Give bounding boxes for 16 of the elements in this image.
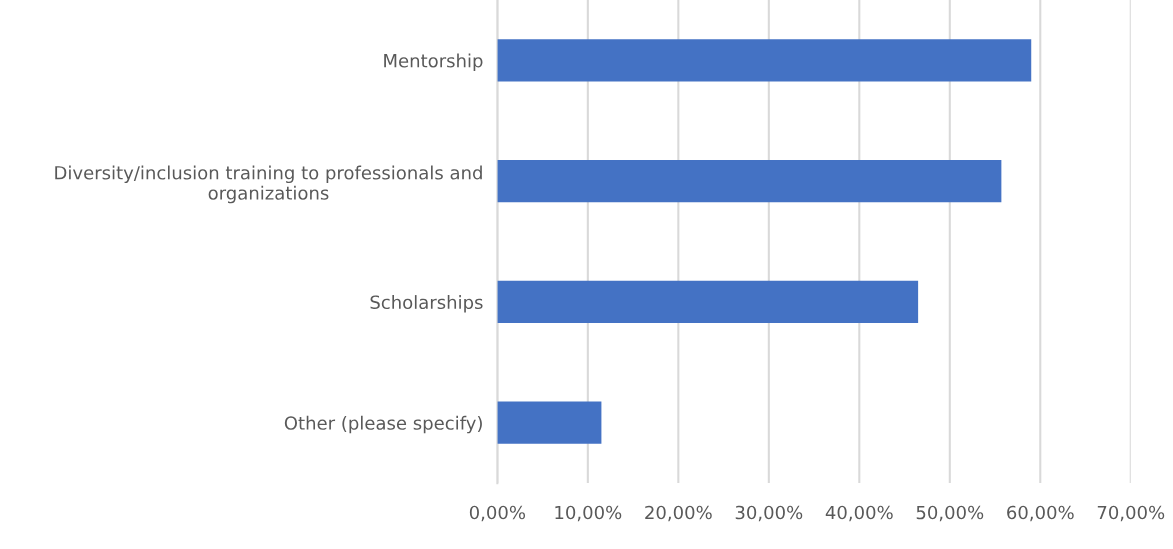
- x-tick-label: 50,00%: [916, 505, 984, 522]
- y-tick-label: Diversity/inclusion training to professionals and organizations: [55, 165, 482, 204]
- x-tick-label: 10,00%: [555, 505, 622, 522]
- y-tick-label: Scholarships: [370, 295, 483, 313]
- x-tick-label: 60,00%: [1007, 505, 1074, 522]
- x-tick-label: 30,00%: [735, 505, 803, 522]
- x-tick-label: 0,00%: [469, 505, 526, 522]
- y-tick-label: Other (please specify): [284, 415, 482, 434]
- bar: [497, 401, 602, 444]
- x-tick-label: 40,00%: [825, 505, 893, 522]
- bar: [497, 39, 1032, 82]
- bar: [497, 280, 919, 324]
- x-tick-label: 20,00%: [645, 505, 712, 522]
- x-tick-label: 70,00%: [1097, 505, 1165, 522]
- y-tick-label: Mentorship: [384, 53, 483, 71]
- bar: [497, 160, 1002, 203]
